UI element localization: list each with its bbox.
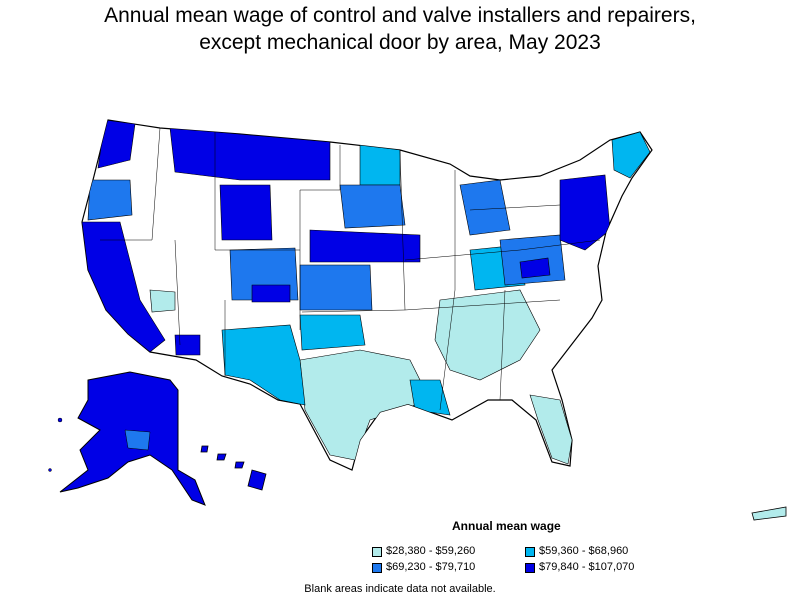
- region-washington: [97, 120, 136, 169]
- region-oregon: [87, 179, 133, 221]
- region-florida-low: [529, 394, 573, 465]
- region-oklahoma: [299, 314, 366, 351]
- legend-label-1: $28,380 - $59,260: [386, 545, 476, 557]
- region-midwest: [339, 184, 406, 229]
- region-northeast: [559, 174, 611, 251]
- region-montana: [169, 127, 331, 181]
- legend-item-1: $28,380 - $59,260: [372, 545, 475, 558]
- region-michigan: [459, 179, 511, 236]
- state-borders: [100, 127, 601, 411]
- region-maine: [611, 131, 651, 179]
- legend-swatch-3: [372, 562, 382, 573]
- legend-item-4: $79,840 - $107,070: [525, 561, 634, 574]
- region-louisiana: [409, 379, 451, 416]
- hawaii-big-island: [247, 469, 267, 491]
- region-colorado-south: [251, 284, 291, 303]
- legend-swatch-2: [525, 546, 535, 557]
- map-title: Annual mean wage of control and valve in…: [0, 2, 800, 56]
- region-colorado-kansas: [299, 264, 373, 311]
- title-line-1: Annual mean wage of control and valve in…: [104, 4, 696, 27]
- region-wyoming: [219, 184, 273, 241]
- legend-label-3: $69,230 - $79,710: [386, 561, 476, 573]
- legend-item-2: $59,360 - $68,960: [525, 545, 628, 558]
- title-line-2: except mechanical door by area, May 2023: [199, 31, 601, 54]
- legend-item-3: $69,230 - $79,710: [372, 561, 475, 574]
- region-arizona-tucson: [174, 334, 201, 356]
- region-southwest-low: [149, 289, 176, 313]
- legend-label-4: $79,840 - $107,070: [539, 561, 635, 573]
- hawaii: [200, 445, 267, 491]
- region-north-dakota: [359, 144, 401, 186]
- legend-title: Annual mean wage: [452, 519, 561, 533]
- puerto-rico: [751, 506, 787, 521]
- hawaii-maui: [234, 461, 245, 469]
- hawaii-oahu: [216, 453, 227, 461]
- legend-label-2: $59,360 - $68,960: [539, 545, 629, 557]
- blank-areas-note: Blank areas indicate data not available.: [304, 583, 496, 595]
- puerto-rico-shape: [751, 506, 787, 521]
- legend-swatch-1: [372, 546, 382, 557]
- hawaii-kauai: [200, 445, 209, 453]
- alaska: [48, 371, 206, 506]
- contiguous-us: [81, 119, 653, 471]
- region-nebraska-iowa: [309, 229, 421, 263]
- region-virginia: [519, 257, 551, 279]
- alaska-region-anchorage: [124, 429, 151, 451]
- legend-swatch-4: [525, 562, 535, 573]
- region-southeast-low: [434, 289, 541, 381]
- region-west-texas: [221, 324, 306, 406]
